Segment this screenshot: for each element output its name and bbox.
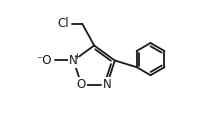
- Text: N: N: [103, 78, 111, 91]
- Text: Cl: Cl: [57, 17, 69, 30]
- Text: N: N: [69, 54, 78, 67]
- Text: +: +: [73, 52, 81, 61]
- Text: O: O: [77, 78, 86, 91]
- Text: ⁻O: ⁻O: [36, 54, 52, 67]
